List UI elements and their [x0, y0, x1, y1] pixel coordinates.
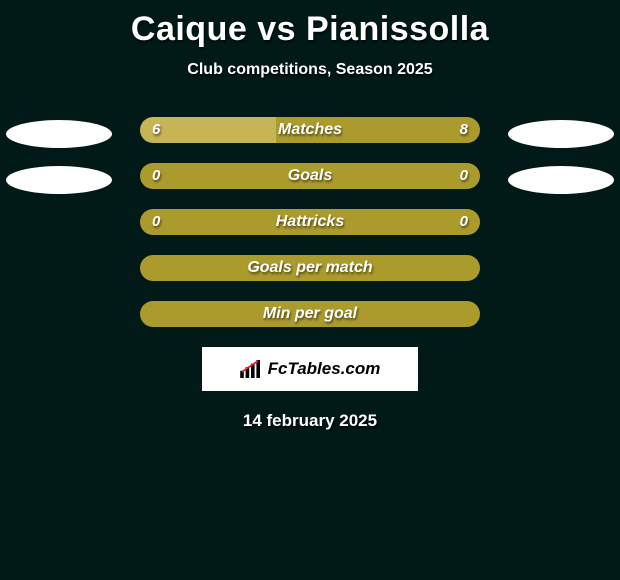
stat-bar-right-fill — [310, 301, 480, 327]
stat-bar-left-fill — [140, 301, 310, 327]
stat-bar-left-fill — [140, 255, 310, 281]
stat-bar-track — [140, 255, 480, 281]
bar-chart-icon — [240, 360, 262, 378]
stat-row: 00Hattricks — [0, 209, 620, 235]
stat-bar-left-fill — [140, 209, 310, 235]
page-title: Caique vs Pianissolla — [0, 0, 620, 49]
stat-row: Min per goal — [0, 301, 620, 327]
stat-bar-left-fill — [140, 117, 276, 143]
stat-bar-track — [140, 209, 480, 235]
stat-bar-track — [140, 117, 480, 143]
stat-row: 68Matches — [0, 117, 620, 143]
stat-row: 00Goals — [0, 163, 620, 189]
stat-bar-right-fill — [276, 117, 480, 143]
date-label: 14 february 2025 — [0, 411, 620, 431]
stat-value-right: 0 — [460, 209, 468, 235]
brand-box[interactable]: FcTables.com — [202, 347, 418, 391]
stat-value-right: 0 — [460, 163, 468, 189]
stat-bar-track — [140, 301, 480, 327]
stat-value-right: 8 — [460, 117, 468, 143]
player-badge-right — [508, 166, 614, 194]
stat-bar-left-fill — [140, 163, 310, 189]
stat-bar-track — [140, 163, 480, 189]
stat-rows: 68Matches00Goals00HattricksGoals per mat… — [0, 117, 620, 327]
player-badge-right — [508, 120, 614, 148]
stat-value-left: 6 — [152, 117, 160, 143]
stat-bar-right-fill — [310, 255, 480, 281]
comparison-card: Caique vs Pianissolla Club competitions,… — [0, 0, 620, 580]
player-badge-left — [6, 120, 112, 148]
stat-value-left: 0 — [152, 163, 160, 189]
subtitle: Club competitions, Season 2025 — [0, 61, 620, 79]
stat-value-left: 0 — [152, 209, 160, 235]
stat-row: Goals per match — [0, 255, 620, 281]
stat-bar-right-fill — [310, 209, 480, 235]
brand-text: FcTables.com — [268, 359, 381, 379]
player-badge-left — [6, 166, 112, 194]
stat-bar-right-fill — [310, 163, 480, 189]
